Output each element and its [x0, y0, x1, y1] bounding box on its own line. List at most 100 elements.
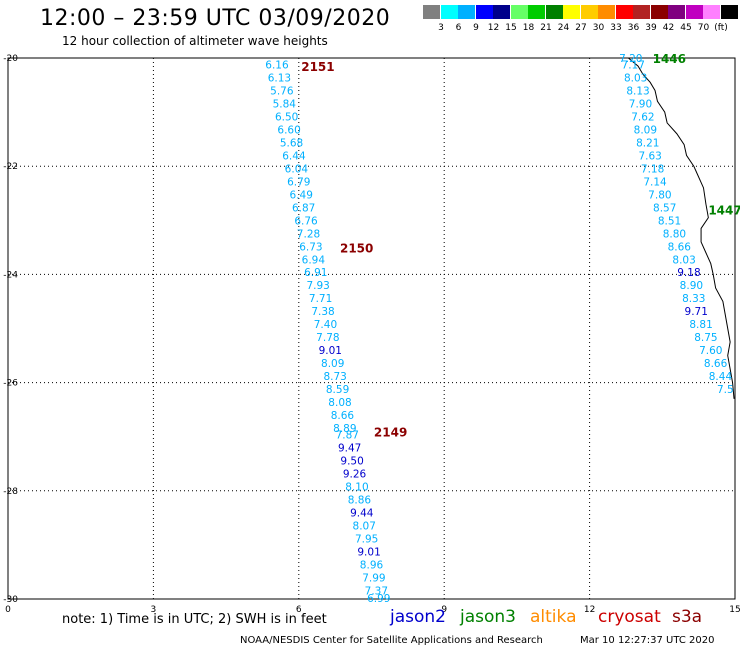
data-label: 7.62: [631, 111, 654, 123]
footer-note: note: 1) Time is in UTC; 2) SWH is in fe…: [62, 612, 327, 627]
color-scale-label: 24: [557, 23, 570, 33]
data-label: 6.44: [282, 150, 306, 162]
data-label: 7.63: [638, 150, 661, 162]
data-label: 8.13: [626, 85, 649, 97]
data-label: 8.09: [634, 124, 657, 136]
data-label: 7.71: [309, 293, 332, 305]
data-label: 8.90: [680, 280, 703, 292]
data-label: 8.51: [658, 215, 681, 227]
data-label: 6.76: [294, 215, 318, 227]
y-tick-label: -24: [3, 270, 18, 280]
data-label: 7.38: [311, 306, 334, 318]
color-swatch: [633, 5, 650, 19]
data-label: 6.49: [290, 189, 313, 201]
data-label: 8.96: [360, 559, 384, 571]
data-label: 9.47: [338, 443, 361, 455]
pass-label: 2149: [374, 425, 407, 439]
color-swatch: [650, 5, 668, 19]
color-scale-label: 21: [540, 23, 552, 33]
data-label: 7.37: [365, 585, 388, 597]
color-scale-label: 18: [522, 23, 535, 33]
color-swatch: [528, 5, 545, 19]
data-label: 8.81: [689, 319, 712, 331]
data-label: 8.08: [328, 397, 351, 409]
data-label: 7.93: [306, 280, 329, 292]
legend-item-jason3: jason3: [460, 607, 516, 627]
color-swatch: [493, 5, 510, 19]
data-label: 7.5: [717, 384, 734, 396]
data-label: 8.33: [682, 293, 705, 305]
x-tick-label: 6: [296, 605, 302, 615]
data-label: 6.73: [299, 241, 322, 253]
color-swatch: [458, 5, 475, 19]
color-swatch: [615, 5, 633, 19]
color-scale-label: 12: [487, 23, 500, 33]
credit-text: NOAA/NESDIS Center for Satellite Applica…: [240, 635, 543, 646]
color-scale-label: 33: [610, 23, 622, 33]
data-label: 7.20: [619, 53, 642, 65]
data-label: 7.87: [336, 430, 359, 442]
data-label: 9.18: [677, 267, 700, 279]
color-scale-label: 3: [438, 23, 444, 33]
data-label: 7.18: [641, 163, 664, 175]
data-label: 8.66: [704, 358, 728, 370]
data-label: 9.01: [357, 546, 380, 558]
data-label: 8.66: [331, 410, 355, 422]
y-tick-label: -22: [3, 162, 18, 172]
color-scale-label: 6: [455, 23, 462, 33]
data-label: 9.01: [319, 345, 342, 357]
color-swatch: [580, 5, 598, 19]
data-label: 7.95: [355, 533, 378, 545]
data-label: 7.17: [622, 59, 645, 71]
data-label: 7.28: [297, 228, 320, 240]
data-label: 9.71: [685, 306, 708, 318]
color-scale-label: 27: [575, 23, 587, 33]
y-tick-label: -26: [3, 379, 18, 389]
x-tick-label: 3: [151, 605, 157, 615]
color-swatch: [563, 5, 580, 19]
x-tick-label: 9: [441, 605, 447, 615]
data-label: 8.44: [709, 371, 733, 383]
credit-timestamp: Mar 10 12:27:37 UTC 2020: [580, 635, 715, 646]
data-label: 6.60: [277, 124, 300, 136]
data-label: 7.60: [699, 345, 722, 357]
data-label: 6.04: [285, 163, 309, 175]
data-label: 8.86: [348, 494, 372, 506]
data-label: 7.90: [629, 98, 652, 110]
data-label: 7.14: [643, 176, 667, 188]
pass-label: 1447: [708, 203, 740, 217]
color-scale-label: 15: [505, 23, 517, 33]
color-scale-label: 39: [645, 23, 657, 33]
data-label: 7.99: [362, 572, 385, 584]
y-tick-label: -30: [3, 595, 18, 605]
color-swatch: [510, 5, 528, 19]
color-swatch: [423, 5, 440, 19]
data-label: 8.09: [321, 358, 344, 370]
x-tick-label: 0: [5, 605, 11, 615]
data-label: 8.89: [333, 423, 356, 435]
legend-item-altika: altika: [530, 607, 577, 627]
data-label: 6.91: [304, 267, 327, 279]
color-swatch: [475, 5, 493, 19]
data-label: 8.07: [353, 520, 376, 532]
data-label: 8.10: [345, 481, 368, 493]
data-label: 8.03: [624, 72, 647, 84]
color-scale-label: 9: [473, 23, 479, 33]
legend-item-cryosat: cryosat: [598, 607, 661, 627]
color-scale-label: 42: [662, 23, 675, 33]
data-label: 6.16: [265, 59, 289, 71]
color-swatch: [720, 5, 738, 19]
data-label: 6.87: [292, 202, 315, 214]
data-label: 6.79: [287, 176, 310, 188]
y-tick-label: -28: [3, 487, 18, 497]
pass-label: 2150: [340, 241, 373, 255]
page-subtitle: 12 hour collection of altimeter wave hei…: [62, 34, 328, 48]
data-label: 8.57: [653, 202, 676, 214]
data-label: 5.68: [280, 137, 303, 149]
data-label: 8.73: [323, 371, 346, 383]
page-title: 12:00 – 23:59 UTC 03/09/2020: [40, 6, 391, 31]
color-swatch: [668, 5, 685, 19]
data-label: 8.21: [636, 137, 659, 149]
data-label: 6.50: [275, 111, 298, 123]
